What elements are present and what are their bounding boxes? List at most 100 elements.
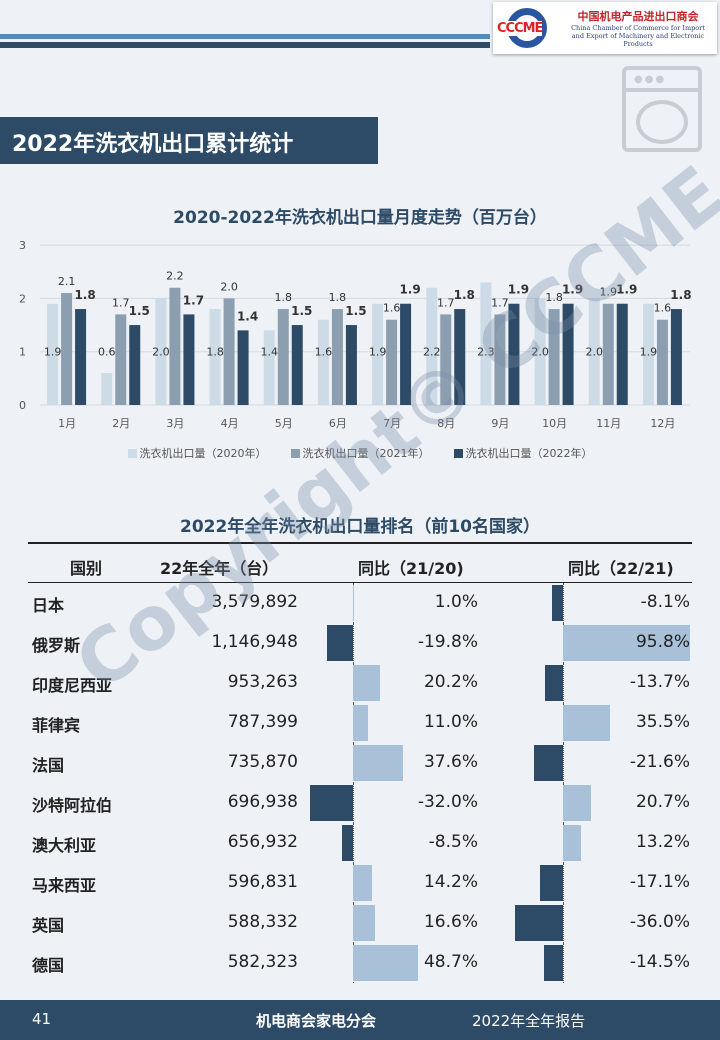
data-label: 2.0 xyxy=(220,280,238,293)
legend-label: 洗衣机出口量（2022年） xyxy=(465,447,593,460)
data-label: 1.9 xyxy=(562,283,583,297)
yoy-value: 11.0% xyxy=(423,712,478,732)
footer: 41 机电商会家电分会 2022年全年报告 xyxy=(0,1000,720,1040)
chart-legend: 洗衣机出口量（2020年） 洗衣机出口量（2021年） 洗衣机出口量（2022年） xyxy=(0,445,720,461)
yoy-bar xyxy=(326,625,353,661)
yoy-bar xyxy=(353,705,368,741)
bar-2022 xyxy=(616,303,628,405)
bar-2020 xyxy=(263,330,275,405)
bar-2020 xyxy=(317,319,329,405)
bar-2020 xyxy=(209,309,221,405)
yoy-value: 37.6% xyxy=(423,752,478,772)
x-tick-label: 3月 xyxy=(166,417,184,430)
bar-2021 xyxy=(223,298,235,405)
zero-axis xyxy=(353,623,354,663)
header-country: 国别 xyxy=(70,559,103,578)
country-name: 日本 xyxy=(32,596,65,615)
zero-axis xyxy=(563,663,564,703)
header-volume: 22年全年（台） xyxy=(160,559,279,578)
yoy-value: -21.6% xyxy=(629,752,690,772)
data-label: 1.8 xyxy=(329,291,347,304)
yoy-bar xyxy=(310,785,353,821)
x-tick-label: 1月 xyxy=(58,417,76,430)
yoy-value: 20.7% xyxy=(635,792,690,812)
x-tick-label: 9月 xyxy=(491,417,509,430)
x-tick-label: 5月 xyxy=(275,417,293,430)
table-row: 澳大利亚 656,932 -8.5% 13.2% xyxy=(28,823,692,863)
page-number: 41 xyxy=(32,1010,52,1028)
bar-2022 xyxy=(400,303,412,405)
legend-item: 洗衣机出口量（2021年） xyxy=(290,445,430,461)
x-tick-label: 10月 xyxy=(542,417,567,430)
data-label: 1.9 xyxy=(399,283,420,297)
country-name: 沙特阿拉伯 xyxy=(32,796,113,815)
table-row: 德国 582,323 48.7% -14.5% xyxy=(28,943,692,983)
x-tick-label: 6月 xyxy=(329,417,347,430)
zero-axis xyxy=(563,743,564,783)
data-label: 2.3 xyxy=(477,346,495,359)
bar-2020 xyxy=(426,287,438,405)
bar-2020 xyxy=(372,303,384,405)
yoy-bar xyxy=(353,945,418,981)
data-label: 1.8 xyxy=(74,288,95,302)
table-row: 沙特阿拉伯 696,938 -32.0% 20.7% xyxy=(28,783,692,823)
export-volume: 735,870 xyxy=(227,752,298,772)
yoy-bar xyxy=(563,785,591,821)
export-volume: 787,399 xyxy=(227,712,298,732)
yoy-bar xyxy=(540,865,563,901)
country-name: 马来西亚 xyxy=(32,876,97,895)
legend-swatch xyxy=(127,449,137,458)
bar-2022 xyxy=(291,325,303,405)
yoy-value: -8.1% xyxy=(640,592,690,612)
yoy-value: 14.2% xyxy=(423,872,478,892)
legend-label: 洗衣机出口量（2021年） xyxy=(302,447,430,460)
data-label: 2.2 xyxy=(423,346,441,359)
bar-2022 xyxy=(183,314,195,405)
yoy-bar xyxy=(353,905,376,941)
footer-org: 机电商会家电分会 xyxy=(256,1012,377,1030)
data-label: 1.9 xyxy=(616,283,637,297)
header-stripe xyxy=(0,34,490,39)
yoy-bar xyxy=(353,585,355,621)
data-label: 2.0 xyxy=(531,346,549,359)
bar-2022 xyxy=(129,325,141,405)
bar-2021 xyxy=(331,309,343,405)
yoy-value: -19.8% xyxy=(417,632,478,652)
header-stripe xyxy=(0,42,490,48)
yoy-bar xyxy=(341,825,353,861)
bar-2021 xyxy=(386,319,398,405)
bar-2021 xyxy=(494,314,506,405)
bar-2021 xyxy=(277,309,289,405)
data-label: 2.0 xyxy=(586,346,604,359)
x-tick-label: 8月 xyxy=(437,417,455,430)
yoy-bar xyxy=(544,665,563,701)
export-volume: 656,932 xyxy=(227,832,298,852)
data-label: 1.9 xyxy=(369,346,387,359)
legend-item: 洗衣机出口量（2020年） xyxy=(127,445,267,461)
country-name: 印度尼西亚 xyxy=(32,676,113,695)
monthly-bar-chart: 01231月1.92.11.82月0.61.71.53月2.02.21.74月1… xyxy=(19,239,692,430)
ranking-title: 2022年全年洗衣机出口量排名（前10名国家） xyxy=(180,517,540,537)
data-label: 1.6 xyxy=(383,302,401,315)
export-volume: 953,263 xyxy=(227,672,298,692)
country-name: 法国 xyxy=(32,756,65,775)
export-volume: 588,332 xyxy=(227,912,298,932)
export-volume: 696,938 xyxy=(227,792,298,812)
yoy-value: -36.0% xyxy=(629,912,690,932)
yoy-bar xyxy=(353,865,372,901)
ranking-table: 国别 22年全年（台） 同比（21/20) 同比（22/21) 日本 3,579,… xyxy=(28,542,692,983)
yoy-value: 13.2% xyxy=(635,832,690,852)
footer-report: 2022年全年报告 xyxy=(472,1012,586,1030)
data-label: 1.9 xyxy=(640,346,658,359)
zero-axis xyxy=(563,943,564,983)
country-name: 俄罗斯 xyxy=(32,636,81,655)
yoy-bar xyxy=(563,625,691,661)
table-row: 日本 3,579,892 1.0% -8.1% xyxy=(28,583,692,623)
data-label: 2.2 xyxy=(166,270,184,283)
data-label: 2.0 xyxy=(152,346,170,359)
data-label: 1.5 xyxy=(129,304,150,318)
yoy-value: 95.8% xyxy=(635,632,690,652)
data-label: 1.8 xyxy=(206,346,224,359)
data-label: 1.9 xyxy=(44,346,62,359)
chart-title: 2020-2022年洗衣机出口量月度走势（百万台） xyxy=(173,208,547,228)
